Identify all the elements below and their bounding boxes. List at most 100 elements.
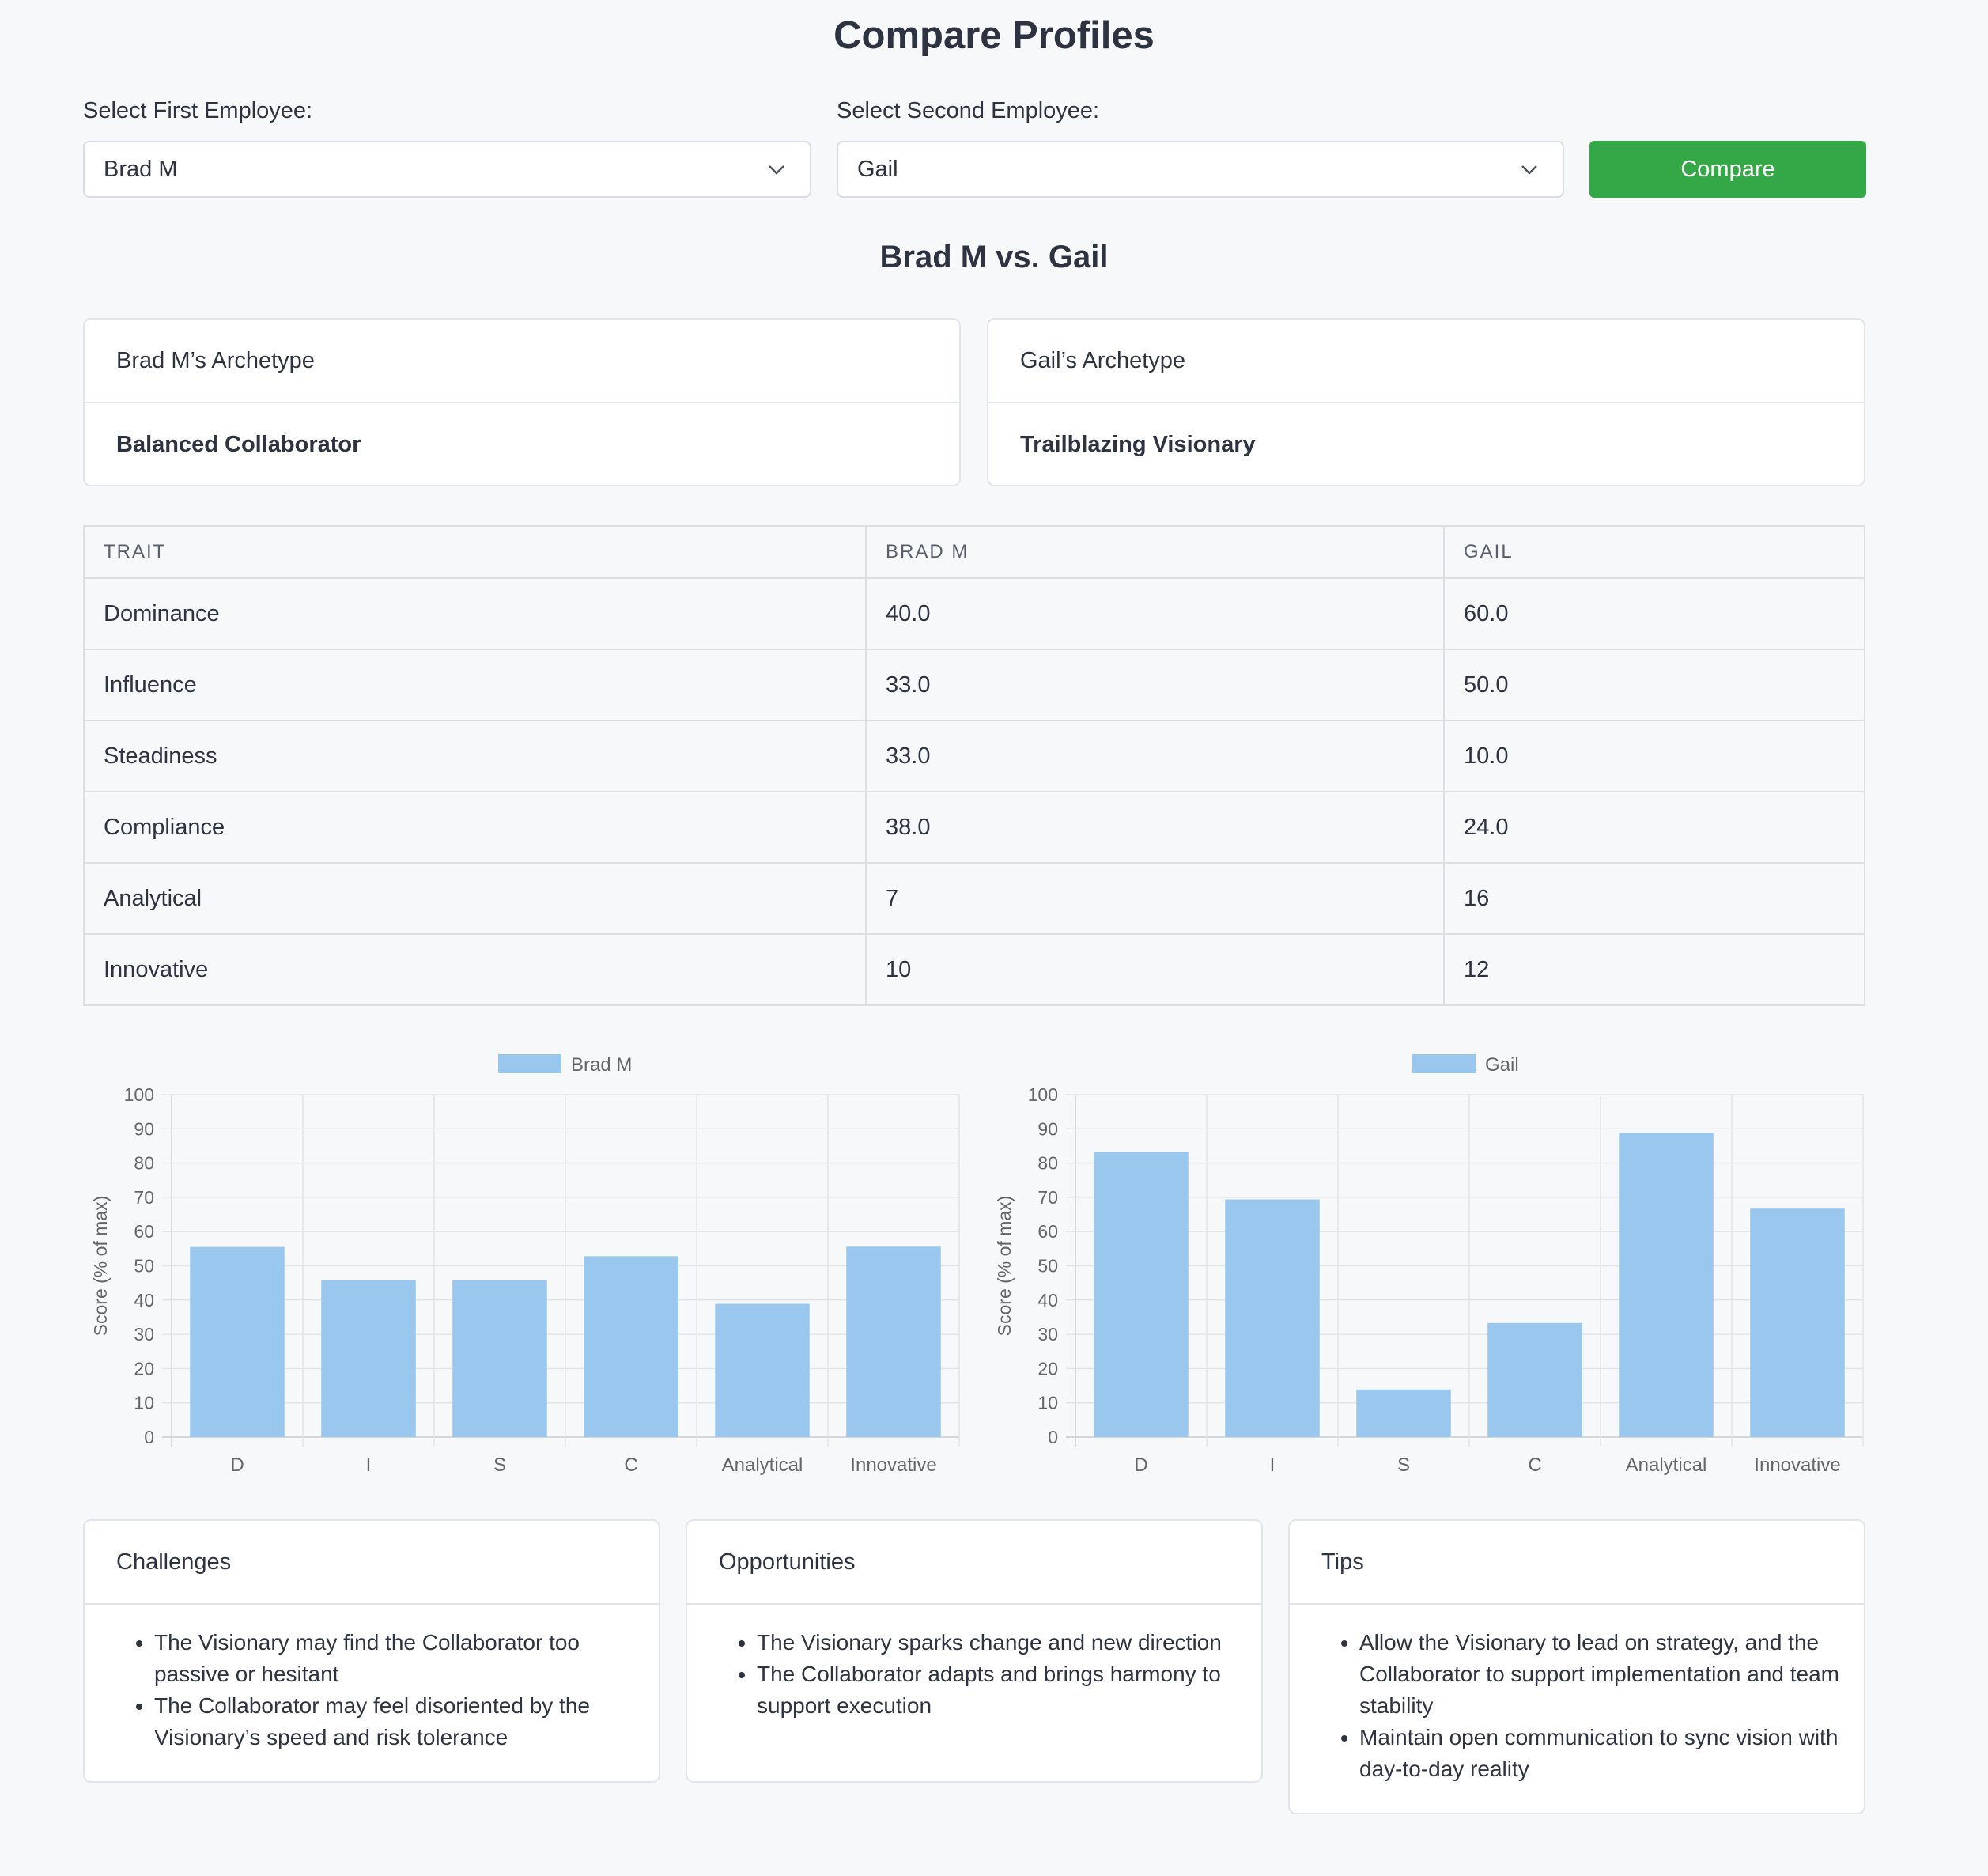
y-tick-label: 0 [1048, 1427, 1058, 1447]
trait-cell: Analytical [83, 862, 867, 935]
y-tick-label: 100 [1028, 1084, 1058, 1105]
second-employee-select[interactable]: Gail [837, 141, 1564, 198]
bar-c [1487, 1322, 1582, 1437]
x-tick-label: D [230, 1454, 244, 1476]
table-row: Innovative 10 12 [83, 933, 1865, 1006]
chevron-down-icon [769, 165, 784, 175]
challenges-list: The Visionary may find the Collaborator … [85, 1605, 659, 1753]
y-tick-label: 0 [144, 1427, 154, 1447]
opportunities-heading: Opportunities [687, 1521, 1261, 1605]
column-header-second: GAIL [1443, 525, 1865, 579]
second-employee-value: Gail [857, 157, 898, 182]
y-tick-label: 10 [1037, 1393, 1058, 1413]
page-title: Compare Profiles [833, 14, 1155, 57]
column-header-first: BRAD M [865, 525, 1445, 579]
second-employee-bar-chart: 0 10 20 30 40 50 60 70 80 90 100 D I S C Analytical Inno… [994, 1054, 1864, 1476]
bar-c [584, 1256, 678, 1437]
tips-heading: Tips [1290, 1521, 1864, 1605]
trait-cell: Innovative [83, 933, 867, 1006]
chevron-down-icon [1521, 165, 1537, 175]
y-tick-label: 50 [1037, 1256, 1058, 1277]
list-item: The Visionary may find the Collaborator … [154, 1627, 659, 1690]
y-tick-label: 50 [134, 1256, 154, 1277]
table-row: Dominance 40.0 60.0 [83, 577, 1865, 650]
first-employee-bar-chart: 0 10 20 30 40 50 60 70 80 90 100 D I S C Analytical Inno… [90, 1054, 960, 1476]
legend-label: Brad M [571, 1054, 632, 1076]
x-tick-label: S [493, 1454, 506, 1476]
x-tick-label: Analytical [1626, 1454, 1707, 1476]
first-employee-chart: 0 10 20 30 40 50 60 70 80 90 100 D I S C Analytical Inno… [83, 1044, 992, 1487]
first-score-cell: 33.0 [865, 649, 1445, 721]
list-item: Allow the Visionary to lead on strategy,… [1359, 1627, 1864, 1722]
bar-s [1356, 1389, 1451, 1437]
second-score-cell: 50.0 [1443, 649, 1865, 721]
legend-label: Gail [1485, 1054, 1519, 1076]
second-employee-label: Select Second Employee: [837, 98, 1100, 123]
first-score-cell: 7 [865, 862, 1445, 935]
y-tick-label: 80 [134, 1153, 154, 1174]
list-item: Maintain open communication to sync visi… [1359, 1722, 1864, 1785]
y-tick-label: 20 [1037, 1358, 1058, 1379]
first-archetype-value: Balanced Collaborator [116, 432, 361, 457]
first-score-cell: 40.0 [865, 577, 1445, 650]
y-tick-label: 30 [1037, 1324, 1058, 1345]
first-employee-select[interactable]: Brad M [83, 141, 811, 198]
first-score-cell: 33.0 [865, 720, 1445, 792]
bar-innovative [846, 1246, 941, 1437]
bar-i [1225, 1199, 1320, 1437]
bar-d [1094, 1152, 1189, 1437]
comparison-title: Brad M vs. Gail [879, 240, 1109, 274]
trait-cell: Influence [83, 649, 867, 721]
y-tick-label: 60 [134, 1221, 154, 1242]
bar-d [190, 1246, 285, 1437]
first-archetype-heading: Brad M’s Archetype [85, 320, 959, 403]
x-tick-label: I [366, 1454, 372, 1476]
trait-cell: Dominance [83, 577, 867, 650]
y-axis-label: Score (% of max) [994, 1196, 1015, 1337]
table-row: Steadiness 33.0 10.0 [83, 720, 1865, 792]
column-header-trait: TRAIT [83, 525, 867, 579]
second-score-cell: 24.0 [1443, 791, 1865, 864]
second-score-cell: 12 [1443, 933, 1865, 1006]
first-archetype-card: Brad M’s Archetype Balanced Collaborator [83, 318, 961, 486]
trait-cell: Compliance [83, 791, 867, 864]
table-row: Compliance 38.0 24.0 [83, 791, 1865, 864]
y-tick-label: 100 [124, 1084, 154, 1105]
trait-comparison-table: TRAIT BRAD M GAIL Dominance 40.0 60.0 In… [83, 525, 1865, 1006]
first-employee-value: Brad M [104, 157, 178, 182]
y-tick-label: 40 [134, 1290, 154, 1311]
x-tick-label: S [1397, 1454, 1410, 1476]
second-score-cell: 10.0 [1443, 720, 1865, 792]
challenges-heading: Challenges [85, 1521, 659, 1605]
legend-swatch [498, 1054, 561, 1073]
x-tick-label: I [1270, 1454, 1276, 1476]
list-item: The Collaborator may feel disoriented by… [154, 1690, 659, 1753]
y-tick-label: 10 [134, 1393, 154, 1413]
second-employee-chart: 0 10 20 30 40 50 60 70 80 90 100 D I S C Analytical Inno… [987, 1044, 1896, 1487]
compare-button[interactable]: Compare [1589, 141, 1866, 198]
y-axis-label: Score (% of max) [90, 1196, 111, 1337]
second-archetype-value: Trailblazing Visionary [1020, 432, 1256, 457]
y-tick-label: 30 [134, 1324, 154, 1345]
legend-swatch [1412, 1054, 1476, 1073]
list-item: The Visionary sparks change and new dire… [757, 1627, 1261, 1659]
y-tick-label: 60 [1037, 1221, 1058, 1242]
bar-analytical [1619, 1133, 1714, 1437]
y-tick-label: 40 [1037, 1290, 1058, 1311]
second-score-cell: 60.0 [1443, 577, 1865, 650]
table-header-row: TRAIT BRAD M GAIL [83, 525, 1865, 579]
table-row: Influence 33.0 50.0 [83, 649, 1865, 721]
tips-list: Allow the Visionary to lead on strategy,… [1290, 1605, 1864, 1785]
y-tick-label: 80 [1037, 1153, 1058, 1174]
x-tick-label: Innovative [1754, 1454, 1840, 1476]
list-item: The Collaborator adapts and brings harmo… [757, 1659, 1261, 1722]
x-tick-label: C [624, 1454, 637, 1476]
second-archetype-heading: Gail’s Archetype [988, 320, 1864, 403]
y-tick-label: 20 [134, 1358, 154, 1379]
x-tick-label: D [1134, 1454, 1147, 1476]
table-row: Analytical 7 16 [83, 862, 1865, 935]
opportunities-list: The Visionary sparks change and new dire… [687, 1605, 1261, 1722]
x-tick-label: Analytical [722, 1454, 803, 1476]
second-archetype-card: Gail’s Archetype Trailblazing Visionary [987, 318, 1865, 486]
